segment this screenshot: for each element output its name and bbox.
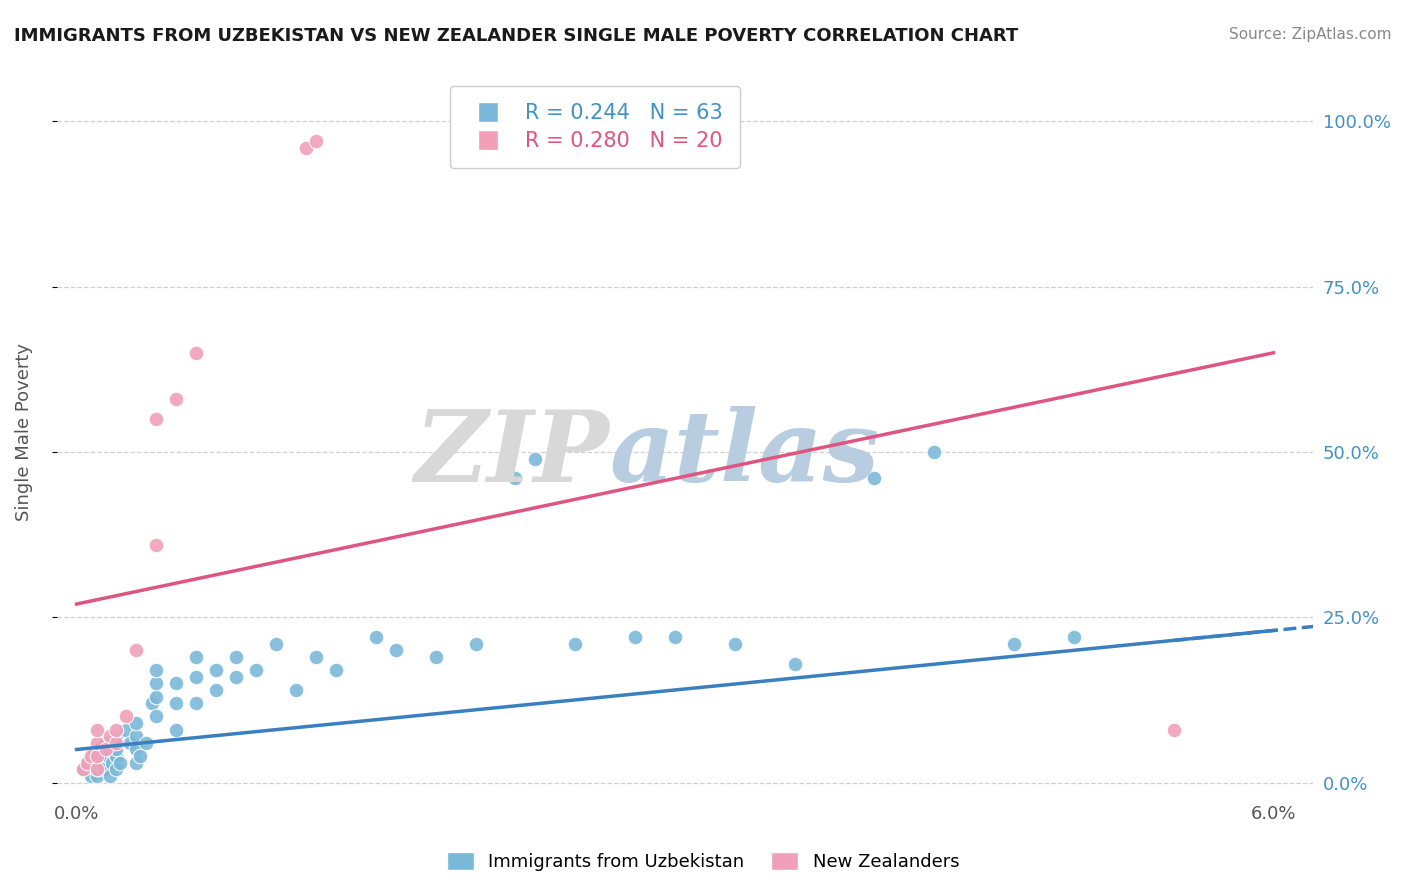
Point	[384, 643, 406, 657]
Point	[100, 769, 122, 783]
Point	[86, 723, 108, 737]
Point	[165, 676, 187, 690]
Point	[115, 723, 138, 737]
Point	[105, 742, 128, 756]
Point	[205, 663, 228, 677]
Point	[225, 649, 247, 664]
Point	[245, 663, 267, 677]
Point	[524, 451, 547, 466]
Text: IMMIGRANTS FROM UZBEKISTAN VS NEW ZEALANDER SINGLE MALE POVERTY CORRELATION CHAR: IMMIGRANTS FROM UZBEKISTAN VS NEW ZEALAN…	[14, 27, 1018, 45]
Point	[72, 762, 94, 776]
Point	[120, 736, 142, 750]
Point	[125, 742, 148, 756]
Point	[145, 676, 167, 690]
Point	[624, 630, 647, 644]
Point	[110, 756, 132, 770]
Point	[425, 649, 447, 664]
Point	[863, 471, 886, 485]
Point	[86, 749, 108, 764]
Point	[724, 637, 747, 651]
Point	[125, 716, 148, 731]
Point	[115, 709, 138, 723]
Point	[135, 736, 157, 750]
Point	[76, 756, 98, 770]
Legend: R = 0.244   N = 63, R = 0.280   N = 20: R = 0.244 N = 63, R = 0.280 N = 20	[450, 87, 740, 168]
Point	[125, 756, 148, 770]
Point	[186, 670, 208, 684]
Point	[125, 729, 148, 743]
Point	[305, 134, 328, 148]
Text: Source: ZipAtlas.com: Source: ZipAtlas.com	[1229, 27, 1392, 42]
Point	[96, 736, 118, 750]
Point	[86, 749, 108, 764]
Point	[86, 769, 108, 783]
Point	[129, 749, 152, 764]
Point	[664, 630, 686, 644]
Y-axis label: Single Male Poverty: Single Male Poverty	[15, 343, 32, 521]
Point	[783, 657, 806, 671]
Point	[505, 471, 527, 485]
Point	[96, 742, 118, 756]
Point	[105, 762, 128, 776]
Point	[464, 637, 486, 651]
Point	[72, 762, 94, 776]
Point	[165, 392, 187, 406]
Point	[105, 729, 128, 743]
Point	[82, 749, 104, 764]
Point	[91, 756, 114, 770]
Point	[1002, 637, 1025, 651]
Point	[165, 723, 187, 737]
Point	[305, 649, 328, 664]
Point	[295, 141, 318, 155]
Point	[79, 749, 101, 764]
Point	[86, 762, 108, 776]
Point	[86, 756, 108, 770]
Point	[97, 749, 120, 764]
Text: ZIP: ZIP	[415, 406, 610, 502]
Point	[165, 696, 187, 710]
Point	[145, 537, 167, 551]
Point	[125, 643, 148, 657]
Point	[225, 670, 247, 684]
Point	[186, 649, 208, 664]
Text: atlas: atlas	[610, 406, 880, 502]
Point	[86, 762, 108, 776]
Point	[141, 696, 163, 710]
Point	[922, 445, 945, 459]
Point	[186, 696, 208, 710]
Point	[186, 346, 208, 360]
Point	[1163, 723, 1185, 737]
Point	[145, 690, 167, 704]
Point	[364, 630, 387, 644]
Point	[105, 749, 128, 764]
Point	[100, 729, 122, 743]
Point	[325, 663, 347, 677]
Point	[79, 769, 101, 783]
Point	[564, 637, 586, 651]
Legend: Immigrants from Uzbekistan, New Zealanders: Immigrants from Uzbekistan, New Zealande…	[439, 845, 967, 879]
Point	[101, 756, 124, 770]
Point	[93, 762, 115, 776]
Point	[105, 723, 128, 737]
Point	[264, 637, 287, 651]
Point	[86, 736, 108, 750]
Point	[89, 742, 111, 756]
Point	[285, 683, 308, 698]
Point	[76, 756, 98, 770]
Point	[105, 736, 128, 750]
Point	[205, 683, 228, 698]
Point	[1063, 630, 1085, 644]
Point	[145, 663, 167, 677]
Point	[145, 709, 167, 723]
Point	[145, 412, 167, 426]
